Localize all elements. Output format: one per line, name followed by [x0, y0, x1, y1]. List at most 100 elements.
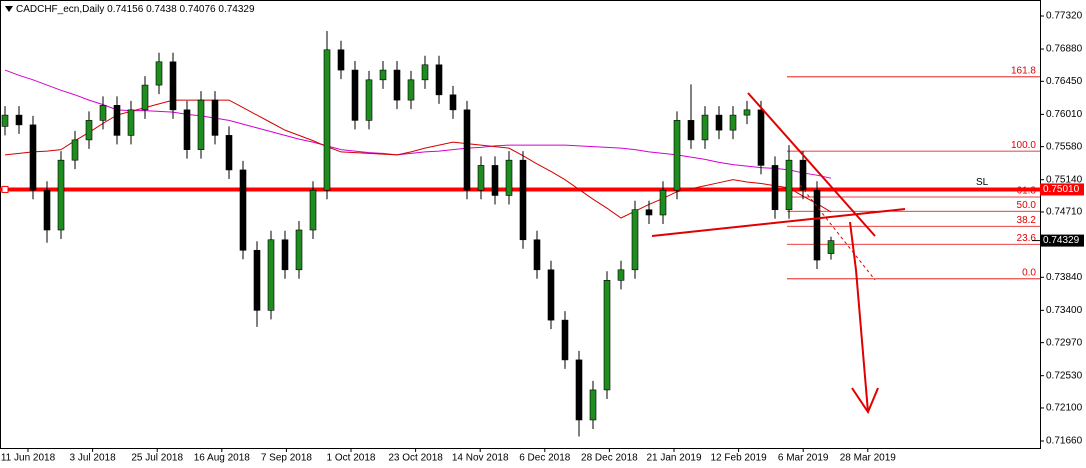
candle-body	[71, 139, 79, 161]
candle-body	[141, 84, 149, 111]
candle-body	[435, 64, 443, 96]
candle-body	[155, 61, 163, 86]
x-tick-label: 14 Nov 2018	[452, 453, 509, 464]
candle-body	[1, 114, 9, 127]
candle-body	[99, 105, 107, 121]
arrow	[849, 221, 869, 413]
candle-body	[407, 79, 415, 101]
candle-body	[253, 249, 261, 311]
x-tick-label: 6 Dec 2018	[519, 453, 571, 464]
x-tick-label: 25 Jul 2018	[131, 453, 183, 464]
stop-loss-tag	[1040, 183, 1084, 196]
candle-body	[533, 239, 541, 271]
candle-body	[127, 109, 135, 136]
candle-body	[169, 61, 177, 111]
fib-label: 161.8	[1011, 65, 1036, 76]
close: 0.74329	[218, 4, 255, 15]
y-tick-label: 0.77320	[1046, 11, 1083, 22]
candle-body	[183, 109, 191, 150]
candle-body	[323, 49, 331, 191]
x-tick-label: 7 Sep 2018	[261, 453, 313, 464]
candle-body	[295, 229, 303, 271]
y-tick-label: 0.76010	[1046, 109, 1083, 120]
candle-body	[631, 209, 639, 271]
low: 0.74076	[179, 4, 216, 15]
candle-body	[575, 359, 583, 421]
candle-body	[211, 99, 219, 136]
y-tick-label: 0.76880	[1046, 44, 1083, 55]
stop-loss-text: SL	[976, 177, 989, 188]
candle-body	[393, 69, 401, 101]
y-tick-label: 0.71660	[1046, 436, 1083, 447]
y-tick-label: 0.72970	[1046, 337, 1083, 348]
y-tick-label: 0.72100	[1046, 403, 1083, 414]
candle-body	[15, 114, 23, 126]
x-tick-label: 28 Dec 2018	[581, 453, 638, 464]
trendline	[747, 92, 876, 237]
candle-body	[673, 120, 681, 191]
candle-body	[799, 159, 807, 191]
candle-body	[505, 159, 513, 196]
stop-loss-price: 0.75010	[1043, 184, 1080, 195]
x-tick-label: 21 Jan 2019	[646, 453, 701, 464]
moving-average	[4, 69, 832, 179]
candle-body	[449, 94, 457, 111]
candle-body	[729, 114, 737, 131]
y-tick-label: 0.75140	[1046, 174, 1083, 185]
dashed-projection	[799, 184, 876, 281]
candle-body	[589, 389, 597, 421]
candle-body	[365, 79, 373, 121]
candle-body	[57, 159, 65, 231]
y-tick-label: 0.73400	[1046, 305, 1083, 316]
candle-body	[659, 189, 667, 216]
fib-label: 38.2	[1017, 215, 1037, 226]
candle-body	[491, 165, 499, 196]
candle-body	[771, 165, 779, 211]
candle-body	[757, 109, 765, 166]
x-tick-label: 12 Feb 2019	[711, 453, 768, 464]
x-tick-label: 28 Mar 2019	[840, 453, 897, 464]
fib-label: 23.6	[1017, 233, 1037, 244]
plot: 0.77320 0.76880 0.76450 0.76010 0.75580 0.751…	[0, 11, 1083, 464]
x-tick-label: 1 Oct 2018	[327, 453, 376, 464]
candle-body	[519, 159, 527, 241]
symbol: CADCHF_ecn,Daily	[16, 4, 104, 15]
candle-body	[743, 109, 751, 116]
y-tick-label: 0.76450	[1046, 76, 1083, 87]
candle-body	[603, 280, 611, 391]
last-price-tag	[1040, 234, 1084, 247]
menu-triangle	[5, 6, 13, 12]
candle-body	[715, 114, 723, 131]
x-tick-label: 16 Aug 2018	[194, 453, 251, 464]
candle-body	[197, 99, 205, 150]
y-tick-label: 0.73840	[1046, 272, 1083, 283]
x-tick-label: 11 Jun 2018	[1, 453, 56, 464]
candle-body	[813, 189, 821, 261]
candle-body	[785, 159, 793, 211]
x-tick-label: 23 Oct 2018	[388, 453, 443, 464]
stop-loss-marker	[1, 185, 9, 193]
candle-body	[29, 124, 37, 191]
header: CADCHF_ecn,Daily 0.74156 0.7438 0.74076 …	[16, 4, 255, 15]
candle-body	[85, 120, 93, 141]
candle-body	[687, 120, 695, 141]
candle-body	[239, 169, 247, 251]
candle-body	[351, 69, 359, 121]
candle-body	[281, 239, 289, 271]
trendline	[651, 208, 906, 237]
x-tick-label: 3 Jul 2018	[70, 453, 117, 464]
fib-label: 0.0	[1022, 267, 1036, 278]
candle-body	[43, 189, 51, 231]
high: 0.7438	[146, 4, 177, 15]
candle-body	[701, 114, 709, 141]
candle-body	[225, 135, 233, 171]
candle-body	[463, 109, 471, 191]
y-tick-label: 0.74710	[1046, 207, 1083, 218]
candle-body	[309, 189, 317, 231]
fib-label: 50.0	[1017, 200, 1037, 211]
candle-body	[561, 319, 569, 361]
candle-body	[113, 105, 121, 136]
candle-body	[337, 49, 345, 71]
candle-body	[379, 69, 387, 81]
